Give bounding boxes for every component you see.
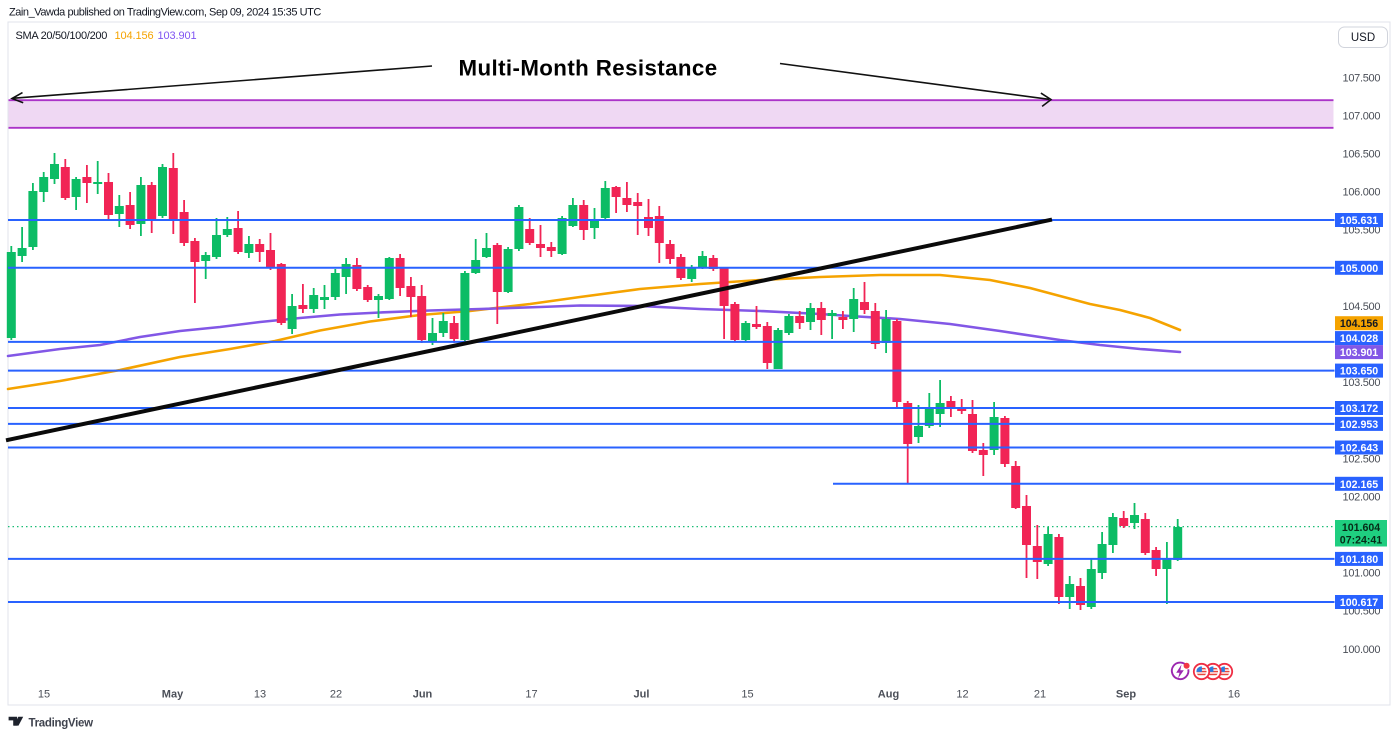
svg-text:107.000: 107.000 [1343,110,1381,122]
svg-text:Jul: Jul [634,689,650,701]
svg-text:102.500: 102.500 [1343,453,1381,465]
svg-text:104.156: 104.156 [1340,318,1378,330]
svg-text:104.156: 104.156 [115,30,154,42]
svg-text:101.000: 101.000 [1343,568,1381,580]
svg-text:15: 15 [741,689,753,701]
svg-text:104.500: 104.500 [1343,301,1381,313]
svg-text:104.028: 104.028 [1340,333,1378,345]
svg-text:16: 16 [1228,689,1240,701]
svg-text:102.643: 102.643 [1340,443,1378,455]
svg-text:07:24:41: 07:24:41 [1340,535,1383,547]
svg-text:15: 15 [38,689,50,701]
svg-text:May: May [162,689,184,701]
svg-text:22: 22 [330,689,342,701]
svg-text:Jun: Jun [413,689,433,701]
svg-text:105.000: 105.000 [1340,263,1378,275]
svg-text:17: 17 [525,689,537,701]
svg-text:Sep: Sep [1116,689,1136,701]
svg-text:101.180: 101.180 [1340,554,1378,566]
svg-text:12: 12 [956,689,968,701]
svg-text:102.953: 102.953 [1340,419,1378,431]
svg-text:Multi-Month Resistance: Multi-Month Resistance [458,56,717,81]
svg-text:SMA 20/50/100/200: SMA 20/50/100/200 [16,30,108,42]
svg-text:Aug: Aug [878,689,899,701]
svg-text:103.172: 103.172 [1340,403,1378,415]
svg-text:103.500: 103.500 [1343,377,1381,389]
svg-text:105.631: 105.631 [1340,215,1378,227]
svg-text:107.500: 107.500 [1343,72,1381,84]
svg-text:100.617: 100.617 [1340,597,1378,609]
svg-text:Zain_Vawda published on Tradin: Zain_Vawda published on TradingView.com,… [9,7,321,19]
svg-text:USD: USD [1351,32,1375,44]
svg-text:106.500: 106.500 [1343,149,1381,161]
svg-text:21: 21 [1034,689,1046,701]
svg-text:102.000: 102.000 [1343,491,1381,503]
svg-text:100.000: 100.000 [1343,644,1381,656]
svg-text:102.165: 102.165 [1340,479,1378,491]
svg-text:103.901: 103.901 [1340,347,1378,359]
svg-text:105.500: 105.500 [1343,225,1381,237]
svg-text:103.901: 103.901 [158,30,197,42]
svg-text:106.000: 106.000 [1343,187,1381,199]
svg-text:103.650: 103.650 [1340,366,1378,378]
svg-text:TradingView: TradingView [29,718,94,730]
svg-text:13: 13 [254,689,266,701]
svg-text:101.604: 101.604 [1342,522,1380,534]
